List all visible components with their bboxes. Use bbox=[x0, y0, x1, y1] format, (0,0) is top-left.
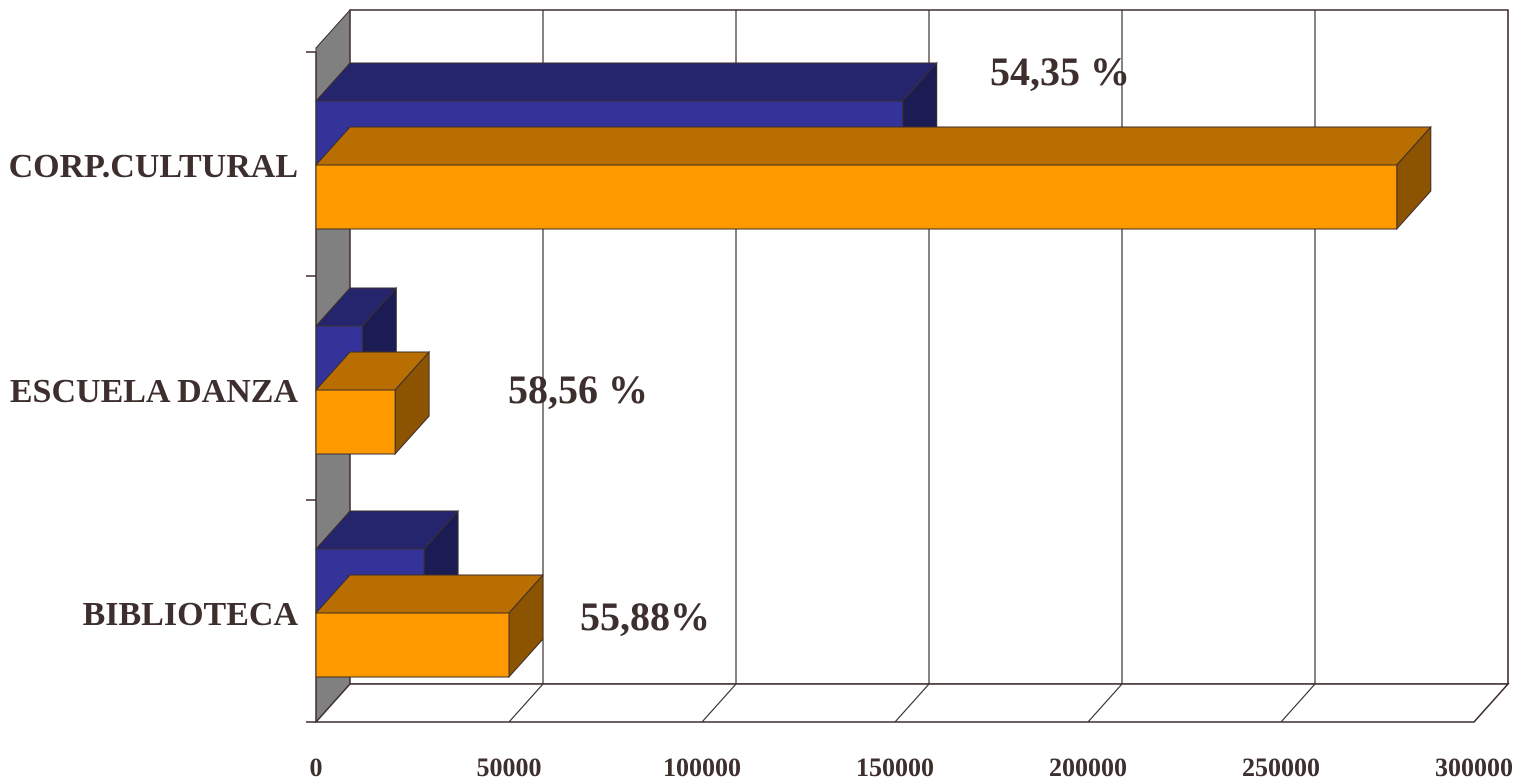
bar-top bbox=[314, 126, 1432, 166]
x-tick-label: 50000 bbox=[477, 753, 542, 782]
category-label: BIBLIOTECA bbox=[83, 596, 299, 633]
floor-gridline bbox=[1473, 683, 1509, 723]
x-tick-label: 300000 bbox=[1435, 753, 1513, 782]
category-labels: CORP.CULTURAL ESCUELA DANZA BIBLIOTECA bbox=[9, 148, 299, 633]
bar-top bbox=[314, 574, 545, 614]
x-tick-label: 200000 bbox=[1049, 753, 1127, 782]
x-tick-label: 250000 bbox=[1242, 753, 1320, 782]
bars bbox=[314, 61, 1432, 679]
percent-label: 54,35 % bbox=[990, 49, 1130, 94]
x-tick-labels: 0 50000 100000 150000 200000 250000 300000 bbox=[310, 753, 1514, 782]
x-tick-label: 100000 bbox=[663, 753, 741, 782]
category-label: CORP.CULTURAL bbox=[9, 148, 298, 185]
floor-gridline bbox=[894, 683, 930, 723]
floor-gridline bbox=[1087, 683, 1123, 723]
bar bbox=[315, 164, 1398, 230]
x-tick-label: 150000 bbox=[856, 753, 934, 782]
x-tick-label: 0 bbox=[310, 753, 323, 782]
floor-gridline bbox=[1280, 683, 1316, 723]
percent-annotations: 54,35 % 58,56 % 55,88% bbox=[508, 49, 1130, 639]
percent-label: 58,56 % bbox=[508, 367, 648, 412]
percent-label: 55,88% bbox=[580, 594, 710, 639]
floor-gridline bbox=[508, 683, 544, 723]
floor-gridline bbox=[701, 683, 737, 723]
bar-top bbox=[314, 62, 938, 102]
bar bbox=[315, 612, 510, 678]
bar bbox=[315, 389, 396, 455]
category-label: ESCUELA DANZA bbox=[10, 373, 299, 410]
